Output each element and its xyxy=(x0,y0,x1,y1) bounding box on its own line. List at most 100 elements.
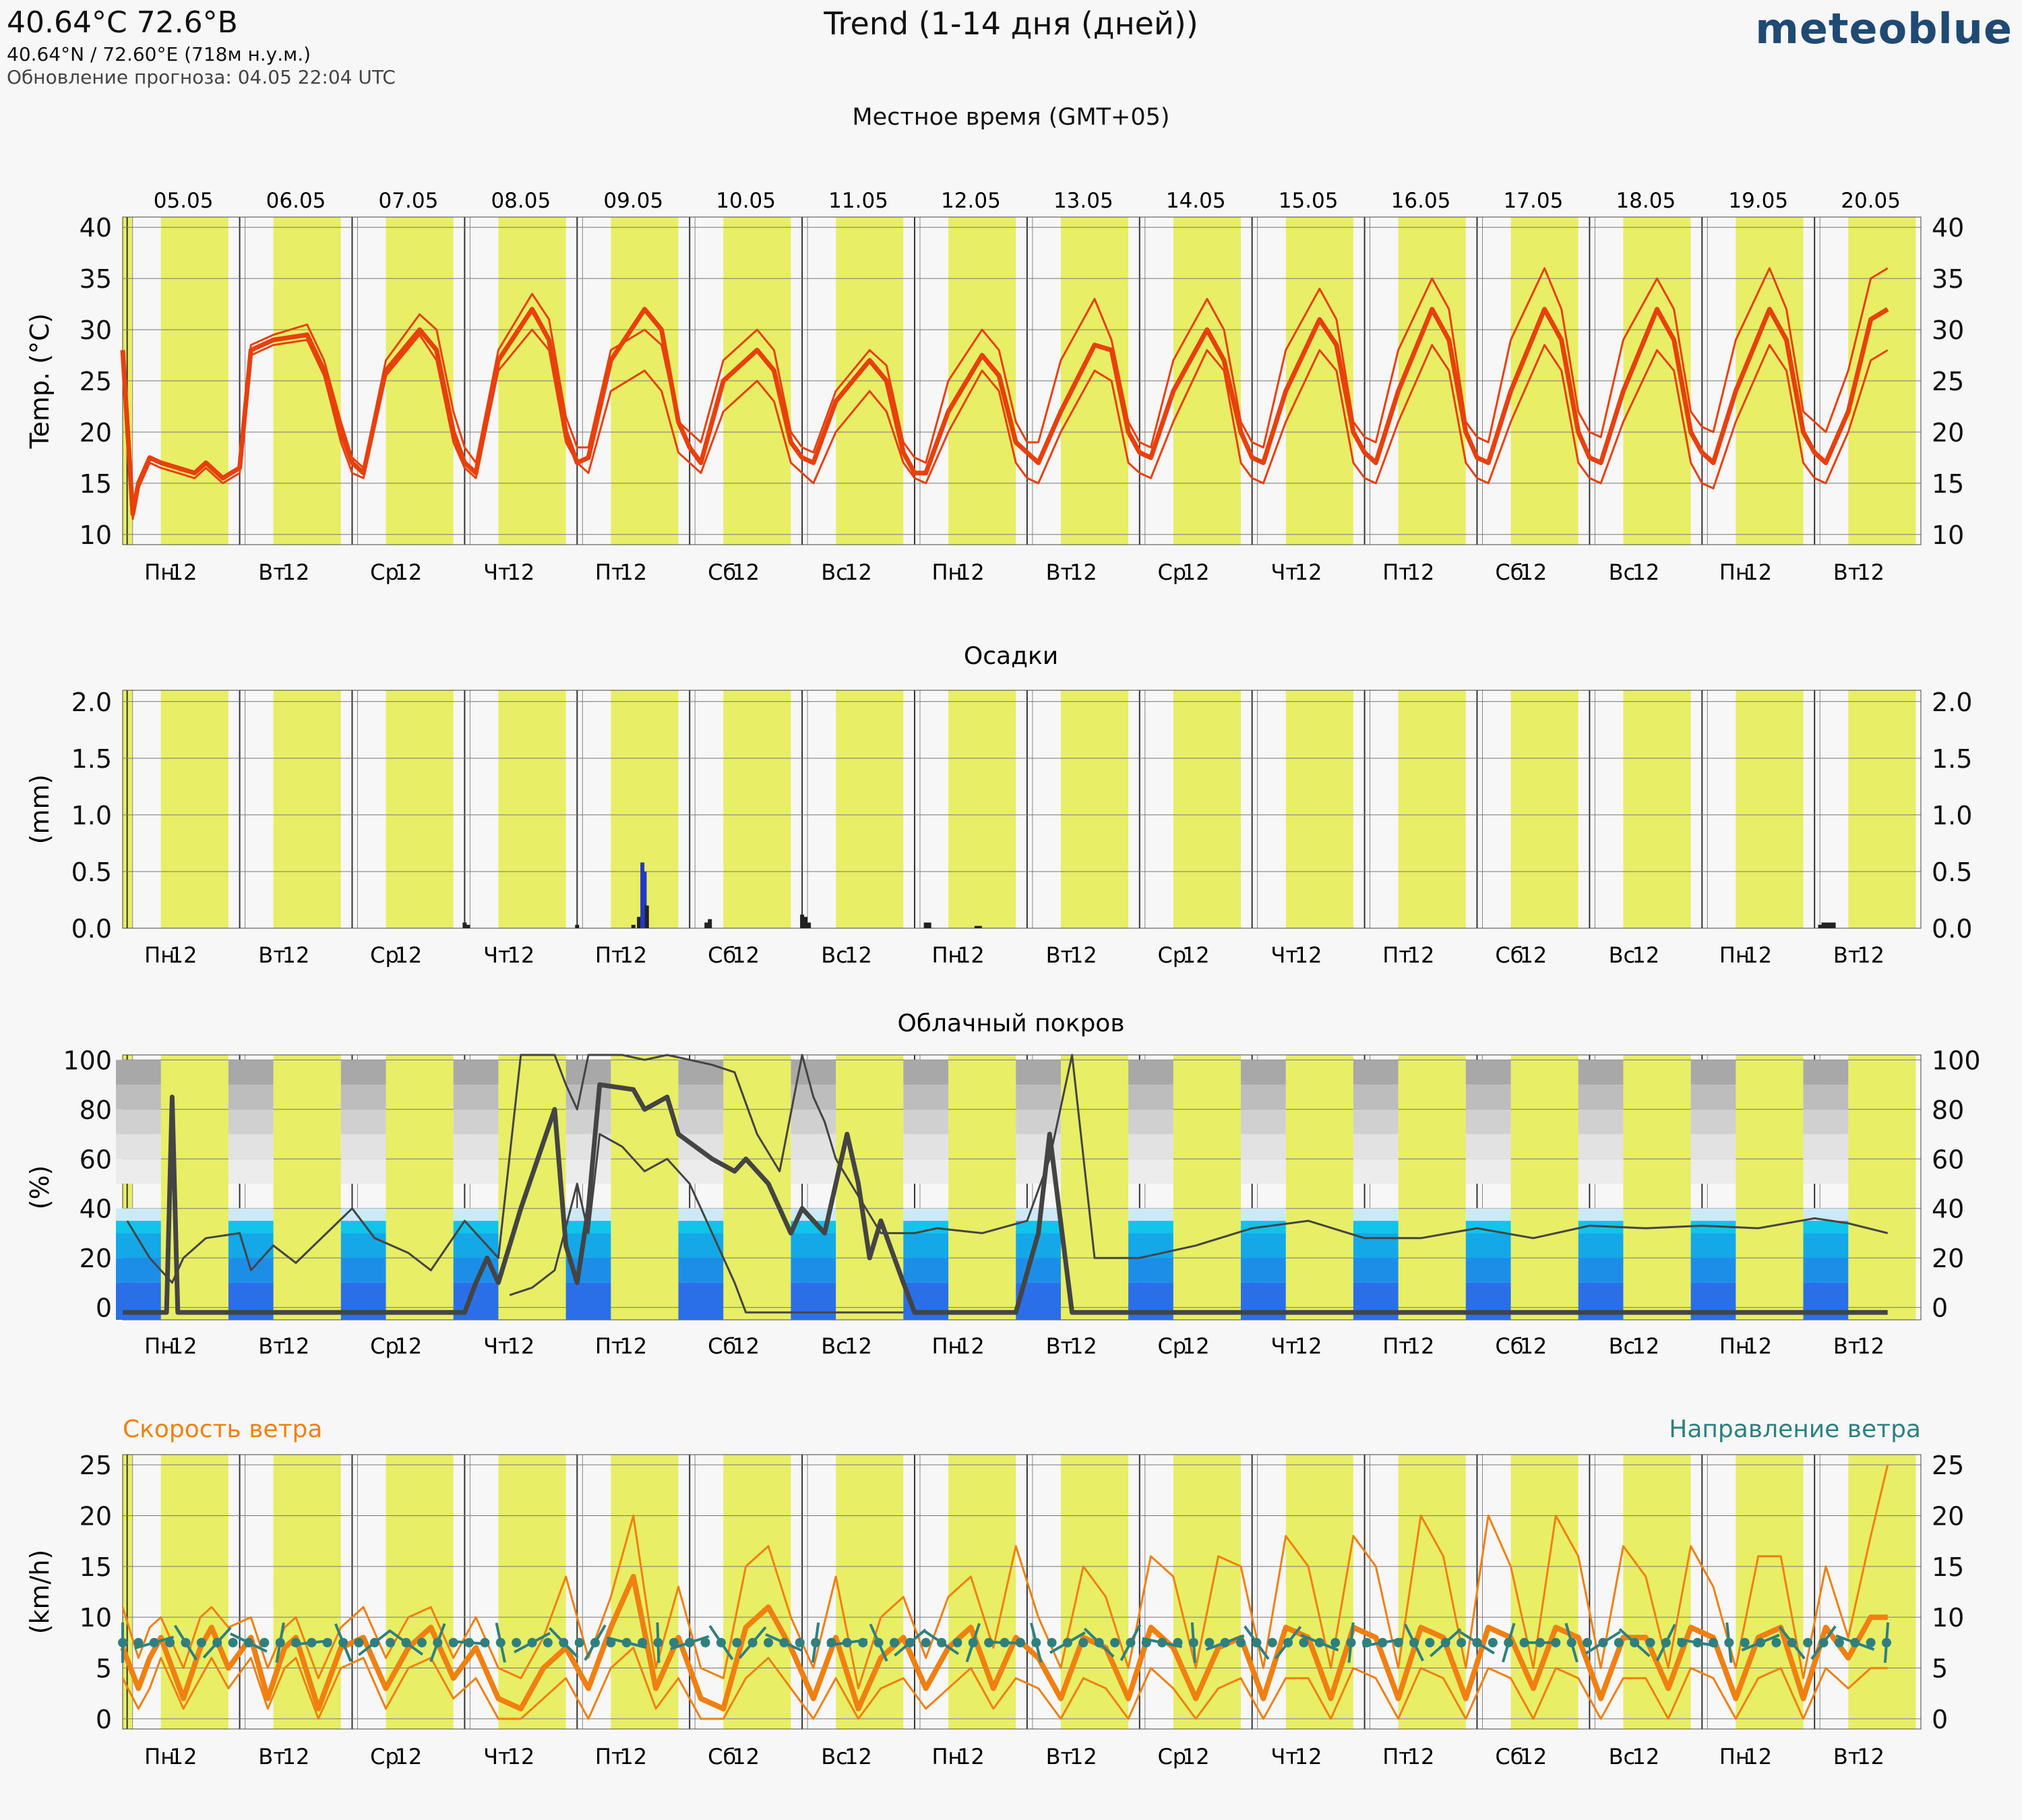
y-tick-label: 0 xyxy=(96,1705,112,1734)
cloud-scale-cell xyxy=(340,1085,386,1110)
noon-label: 12 xyxy=(619,1333,647,1359)
precip-bar xyxy=(644,905,649,928)
cloud-scale-cell xyxy=(1240,1233,1286,1258)
y-tick-label: 60 xyxy=(80,1145,112,1174)
wind-direction-barb xyxy=(1618,1628,1651,1658)
cloud-scale-cell xyxy=(228,1134,274,1159)
cloud-scale-cell xyxy=(678,1233,724,1258)
y-tick-label: 10 xyxy=(1932,520,1964,550)
day-band xyxy=(948,690,1016,928)
precip-bar xyxy=(1821,922,1826,928)
cloud-scale-cell xyxy=(1690,1159,1736,1184)
noon-label: 12 xyxy=(732,942,760,968)
date-label: 12.05 xyxy=(941,189,1001,213)
day-label: Пн xyxy=(1719,1333,1750,1359)
y-tick-label: 25 xyxy=(1932,1451,1964,1480)
wind-direction-dot xyxy=(1771,1637,1781,1647)
day-label: Пн xyxy=(1719,942,1750,968)
day-band xyxy=(1848,1455,1916,1729)
y-tick-label: 20 xyxy=(1932,418,1964,448)
y-axis-label: (mm) xyxy=(25,775,55,845)
day-label: Вт xyxy=(1046,1744,1074,1769)
cloud-scale-cell xyxy=(453,1060,499,1085)
noon-label: 12 xyxy=(1744,942,1772,968)
precip-bar xyxy=(466,924,470,928)
precip-bar xyxy=(1825,922,1829,928)
wind-direction-barb xyxy=(656,1622,661,1663)
noon-label: 12 xyxy=(957,1744,985,1769)
day-label: Чт xyxy=(1270,942,1298,968)
noon-label: 12 xyxy=(507,1333,534,1359)
cloud-scale-cell xyxy=(791,1233,836,1258)
day-band xyxy=(1285,690,1353,928)
noon-label: 12 xyxy=(1520,1333,1548,1359)
cloud-scale-cell xyxy=(453,1159,499,1184)
wind-direction-dot xyxy=(480,1637,490,1647)
y-tick-label: 30 xyxy=(80,315,112,345)
cloud-scale-cell xyxy=(1578,1109,1624,1134)
cloud-scale-cell xyxy=(1465,1085,1511,1110)
noon-label: 12 xyxy=(1857,942,1885,968)
wind-direction-dot xyxy=(669,1637,679,1647)
noon-label: 12 xyxy=(1407,1333,1435,1359)
day-band xyxy=(498,1055,566,1320)
noon-label: 12 xyxy=(845,559,872,585)
wind-direction-barb xyxy=(1883,1622,1890,1663)
cloud-scale-cell xyxy=(1465,1221,1511,1234)
day-label: Ср xyxy=(370,559,399,585)
wind-direction-dot xyxy=(1834,1637,1844,1647)
cloud-scale-cell xyxy=(340,1109,386,1134)
day-label: Пт xyxy=(595,1333,624,1359)
wind-direction-barb xyxy=(429,1622,446,1662)
cloud-scale-cell xyxy=(1465,1159,1511,1184)
y-tick-label: 0.0 xyxy=(71,914,112,944)
day-band xyxy=(1060,690,1129,928)
cloud-scale-cell xyxy=(115,1085,161,1110)
date-label: 20.05 xyxy=(1841,189,1901,213)
cloud-scale-cell xyxy=(1803,1159,1849,1184)
y-tick-label: 15 xyxy=(1932,469,1964,499)
noon-label: 12 xyxy=(732,1333,760,1359)
cloud-scale-cell xyxy=(1803,1233,1849,1258)
cloud-scale-cell xyxy=(1240,1060,1286,1085)
y-axis-label: (km/h) xyxy=(25,1550,55,1635)
day-label: Сб xyxy=(1495,942,1523,968)
wind-direction-dot xyxy=(574,1637,584,1647)
day-band xyxy=(723,1455,791,1729)
wind-direction-barb xyxy=(1585,1631,1621,1655)
wind-direction-barb xyxy=(334,1623,353,1662)
wind-direction-dot xyxy=(543,1637,553,1647)
precip-bar xyxy=(637,917,642,928)
cloud-scale-cell xyxy=(1353,1109,1399,1134)
noon-label: 12 xyxy=(1295,942,1322,968)
day-band xyxy=(1060,1055,1129,1320)
day-label: Пн xyxy=(931,559,962,585)
cloud-scale-cell xyxy=(115,1208,161,1221)
date-label: 18.05 xyxy=(1616,189,1676,213)
cloud-scale-cell xyxy=(678,1221,724,1234)
cloud-scale-cell xyxy=(1465,1060,1511,1085)
cloud-scale-cell xyxy=(1578,1258,1624,1283)
noon-label: 12 xyxy=(507,1744,534,1769)
noon-label: 12 xyxy=(170,559,197,585)
date-label: 09.05 xyxy=(603,189,663,213)
y-tick-label: 1.5 xyxy=(1932,744,1972,774)
y-tick-label: 40 xyxy=(1932,1194,1964,1224)
noon-label: 12 xyxy=(732,559,760,585)
wind-direction-barb xyxy=(670,1635,710,1651)
cloud-scale-cell xyxy=(565,1085,611,1110)
cloud-scale-cell xyxy=(678,1258,724,1283)
noon-label: 12 xyxy=(1632,559,1659,585)
noon-label: 12 xyxy=(845,1333,872,1359)
day-label: Пт xyxy=(1382,1744,1411,1769)
meteoblue-logo[interactable]: meteoblue xyxy=(1755,4,2013,53)
cloud-scale-cell xyxy=(115,1134,161,1159)
wind-direction-dot xyxy=(952,1637,962,1647)
wind-direction-dot xyxy=(1708,1637,1718,1647)
precip-bar xyxy=(1818,924,1822,928)
cloud-scale-cell xyxy=(340,1208,386,1221)
y-tick-label: 0 xyxy=(96,1294,112,1323)
cloud-scale-cell xyxy=(791,1159,836,1184)
precip-bar xyxy=(803,917,808,928)
